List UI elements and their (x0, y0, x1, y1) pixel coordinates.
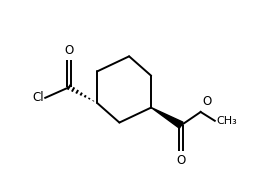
Text: O: O (177, 154, 186, 167)
Text: Cl: Cl (32, 91, 44, 104)
Text: O: O (202, 95, 211, 108)
Text: O: O (64, 44, 74, 57)
Polygon shape (151, 108, 183, 128)
Text: CH₃: CH₃ (216, 116, 237, 126)
